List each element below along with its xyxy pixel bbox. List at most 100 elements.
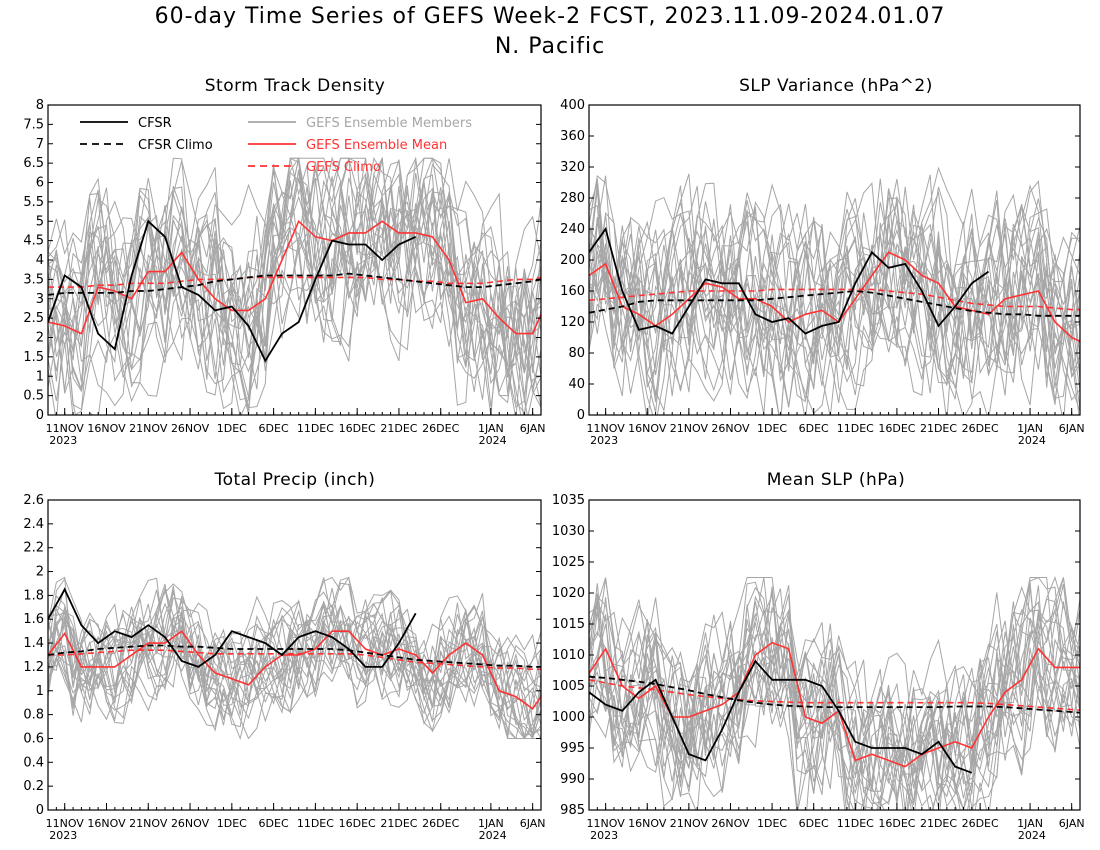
ensemble-member-line <box>48 576 541 708</box>
x-tick-label: 16NOV <box>628 817 667 830</box>
cfsr-climo-line <box>589 290 1080 317</box>
ensemble-member-line <box>48 597 541 710</box>
y-tick-label: 320 <box>560 160 585 175</box>
cfsr-climo-line <box>48 644 541 668</box>
plot-area-0 <box>48 156 541 415</box>
x-tick-label: 1JAN <box>478 817 504 830</box>
legend-gefs-climo-label: GEFS Climo <box>306 160 381 175</box>
ensemble-member-line <box>48 171 541 407</box>
y-tick-label: 5.5 <box>23 195 44 210</box>
x-tick-year-label: 2023 <box>590 434 618 447</box>
figure-subtitle: N. Pacific <box>494 34 606 59</box>
x-tick-label: 26NOV <box>711 422 750 435</box>
legend-cfsr-climo-label: CFSR Climo <box>138 138 213 153</box>
gefs-climo-line <box>589 679 1080 711</box>
x-tick-label: 1JAN <box>1017 422 1043 435</box>
y-tick-label: 1000 <box>552 710 585 725</box>
x-tick-label: 26NOV <box>171 817 210 830</box>
y-tick-label: 4 <box>36 253 44 268</box>
ensemble-member-line <box>589 591 1080 810</box>
cfsr-line <box>589 659 973 774</box>
gefs-mean-line <box>48 630 541 710</box>
y-tick-label: 1.6 <box>23 612 44 627</box>
y-tick-label: 1015 <box>552 617 585 632</box>
ensemble-member-line <box>48 598 541 740</box>
x-tick-label: 26NOV <box>171 422 210 435</box>
y-tick-label: 5 <box>36 214 44 229</box>
legend-cfsr-label: CFSR <box>138 116 172 131</box>
x-tick-label: 1DEC <box>217 422 247 435</box>
y-tick-label: 1025 <box>552 555 585 570</box>
y-tick-label: 120 <box>560 315 585 330</box>
plot-frame <box>47 499 542 811</box>
y-tick-label: 2.5 <box>23 311 44 326</box>
plot-area-3 <box>589 575 1080 810</box>
y-tick-label: 1.5 <box>23 350 44 365</box>
y-tick-label: 280 <box>560 191 585 206</box>
x-tick-label: 6JAN <box>520 817 546 830</box>
x-tick-label: 11NOV <box>46 422 85 435</box>
ensemble-member-line <box>589 577 1080 803</box>
y-tick-label: 1030 <box>552 524 585 539</box>
y-tick-label: 7.5 <box>23 117 44 132</box>
y-tick-label: 0.2 <box>23 779 44 794</box>
x-tick-label: 1DEC <box>757 817 787 830</box>
x-tick-label: 6JAN <box>1059 422 1085 435</box>
x-tick-label: 21DEC <box>380 817 417 830</box>
ensemble-member-line <box>48 172 541 410</box>
cfsr-climo-line <box>589 675 1080 714</box>
y-tick-label: 2.2 <box>23 541 44 556</box>
ensemble-member-line <box>589 577 1080 801</box>
ensemble-member-line <box>589 203 1080 413</box>
y-tick-label: 3.5 <box>23 272 44 287</box>
panel-3: 985 990 995 1000 1005 1010 1015 1020 1025 1030 103… <box>552 493 1085 842</box>
ensemble-member-line <box>589 577 1080 810</box>
y-tick-label: 6 <box>36 176 44 191</box>
x-tick-label: 16DEC <box>339 422 376 435</box>
cfsr-climo-line <box>48 272 541 296</box>
ensemble-member-line <box>589 594 1080 786</box>
x-tick-label: 6JAN <box>1059 817 1085 830</box>
y-tick-label: 80 <box>568 346 585 361</box>
plot-frame <box>588 104 1081 416</box>
ensemble-member-line <box>589 577 1080 810</box>
y-tick-label: 6.5 <box>23 156 44 171</box>
cfsr-line <box>589 226 990 335</box>
panel-0: 00.511.522.533.544.555.566.577.5811NOV20… <box>23 98 545 447</box>
ensemble-member-line <box>48 157 541 408</box>
y-tick-label: 8 <box>36 98 44 113</box>
x-tick-year-label: 2024 <box>479 434 507 447</box>
panel-2: 0 0.2 0.4 0.6 0.8 1 1.2 1.4 1.6 1.8 2 2.2 2.4 2.6 11NO… <box>23 493 545 842</box>
x-tick-label: 16DEC <box>878 817 915 830</box>
x-tick-year-label: 2023 <box>49 434 77 447</box>
y-tick-label: 2.4 <box>23 517 44 532</box>
panel-title-mean-slp: Mean SLP (hPa) <box>766 470 906 490</box>
x-tick-label: 11NOV <box>587 817 626 830</box>
ensemble-member-line <box>589 578 1080 810</box>
x-tick-label: 26NOV <box>711 817 750 830</box>
y-tick-label: 1 <box>36 369 44 384</box>
x-tick-label: 21NOV <box>129 817 168 830</box>
y-tick-label: 240 <box>560 222 585 237</box>
x-tick-label: 11NOV <box>46 817 85 830</box>
y-tick-label: 0 <box>577 408 585 423</box>
ensemble-member-line <box>589 174 1080 415</box>
ensemble-member-line <box>589 182 1080 394</box>
x-tick-year-label: 2024 <box>1018 434 1046 447</box>
ensemble-member-line <box>589 190 1080 400</box>
x-tick-label: 11DEC <box>297 422 334 435</box>
ensemble-member-line <box>589 180 1080 408</box>
panel-title-slp-variance: SLP Variance (hPa^2) <box>739 76 933 96</box>
x-tick-label: 26DEC <box>422 422 459 435</box>
x-tick-label: 16DEC <box>339 817 376 830</box>
x-tick-label: 21DEC <box>920 422 957 435</box>
ensemble-member-line <box>589 173 1080 409</box>
y-tick-label: 200 <box>560 253 585 268</box>
y-tick-label: 2 <box>36 331 44 346</box>
ensemble-member-line <box>48 587 541 722</box>
x-tick-year-label: 2023 <box>49 829 77 842</box>
y-tick-label: 990 <box>560 772 585 787</box>
x-tick-label: 16DEC <box>878 422 915 435</box>
ensemble-member-line <box>48 585 541 716</box>
x-tick-label: 6DEC <box>259 422 289 435</box>
